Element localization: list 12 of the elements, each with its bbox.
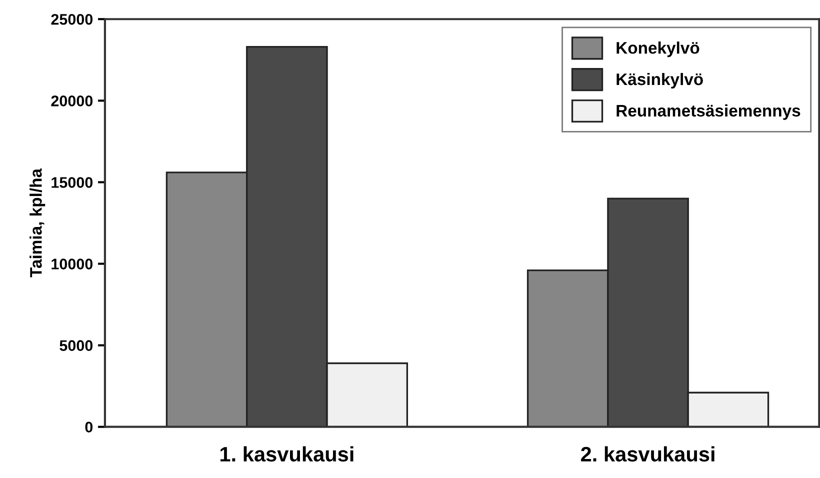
y-axis-title: Taimia, kpl/ha (30, 168, 46, 278)
x-tick-label: 1. kasvukausi (220, 446, 354, 462)
y-tick-label: 20000 (51, 96, 93, 106)
legend-label: Käsinkylvö (616, 72, 703, 88)
y-tick-label: 0 (85, 422, 93, 433)
x-tick-label: 2. kasvukausi (581, 446, 714, 462)
legend-label: Reunametsäsiemennys (616, 104, 800, 120)
legend-label: Konekylvö (616, 42, 700, 58)
y-tick-label: 25000 (51, 14, 93, 25)
y-tick-label: 15000 (52, 177, 93, 188)
y-tick-label: 5000 (60, 340, 93, 351)
y-tick-label: 10000 (52, 258, 93, 270)
